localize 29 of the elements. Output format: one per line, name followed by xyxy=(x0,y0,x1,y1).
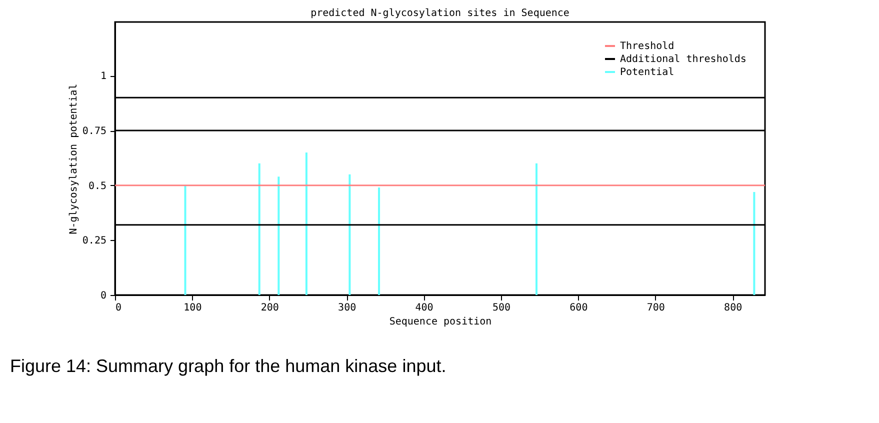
x-tick-label: 0 xyxy=(116,302,122,314)
y-axis-title: N-glycosylation potential xyxy=(68,84,80,234)
x-axis-title: Sequence position xyxy=(389,316,492,328)
legend-label: Additional thresholds xyxy=(620,54,746,65)
legend-label: Potential xyxy=(620,67,674,78)
y-tick-label: 0 xyxy=(100,290,106,302)
x-tick-label: 100 xyxy=(184,302,202,314)
chart-title: predicted N-glycosylation sites in Sequence xyxy=(310,8,570,19)
bar xyxy=(305,152,308,295)
legend-label: Threshold xyxy=(620,41,674,52)
x-tick-label: 400 xyxy=(415,302,434,314)
bar xyxy=(753,192,756,295)
y-tick-label: 0.75 xyxy=(82,126,106,138)
bar xyxy=(348,174,351,295)
bar xyxy=(378,188,380,295)
y-tick-label: 0.25 xyxy=(82,236,106,247)
x-tick-label: 700 xyxy=(646,302,665,314)
y-tick-label: 1 xyxy=(100,71,106,82)
x-tick-label: 500 xyxy=(492,302,511,314)
bar xyxy=(535,163,538,295)
y-tick-label: 0.5 xyxy=(88,180,106,192)
caption: Figure 14: Summary graph for the human kinase input. xyxy=(10,356,446,376)
x-tick-label: 200 xyxy=(260,302,279,314)
bar xyxy=(258,163,260,295)
x-tick-label: 300 xyxy=(338,302,356,314)
x-tick-label: 800 xyxy=(724,302,742,314)
bar xyxy=(278,176,280,295)
x-tick-label: 600 xyxy=(570,302,588,314)
bar xyxy=(184,185,186,295)
